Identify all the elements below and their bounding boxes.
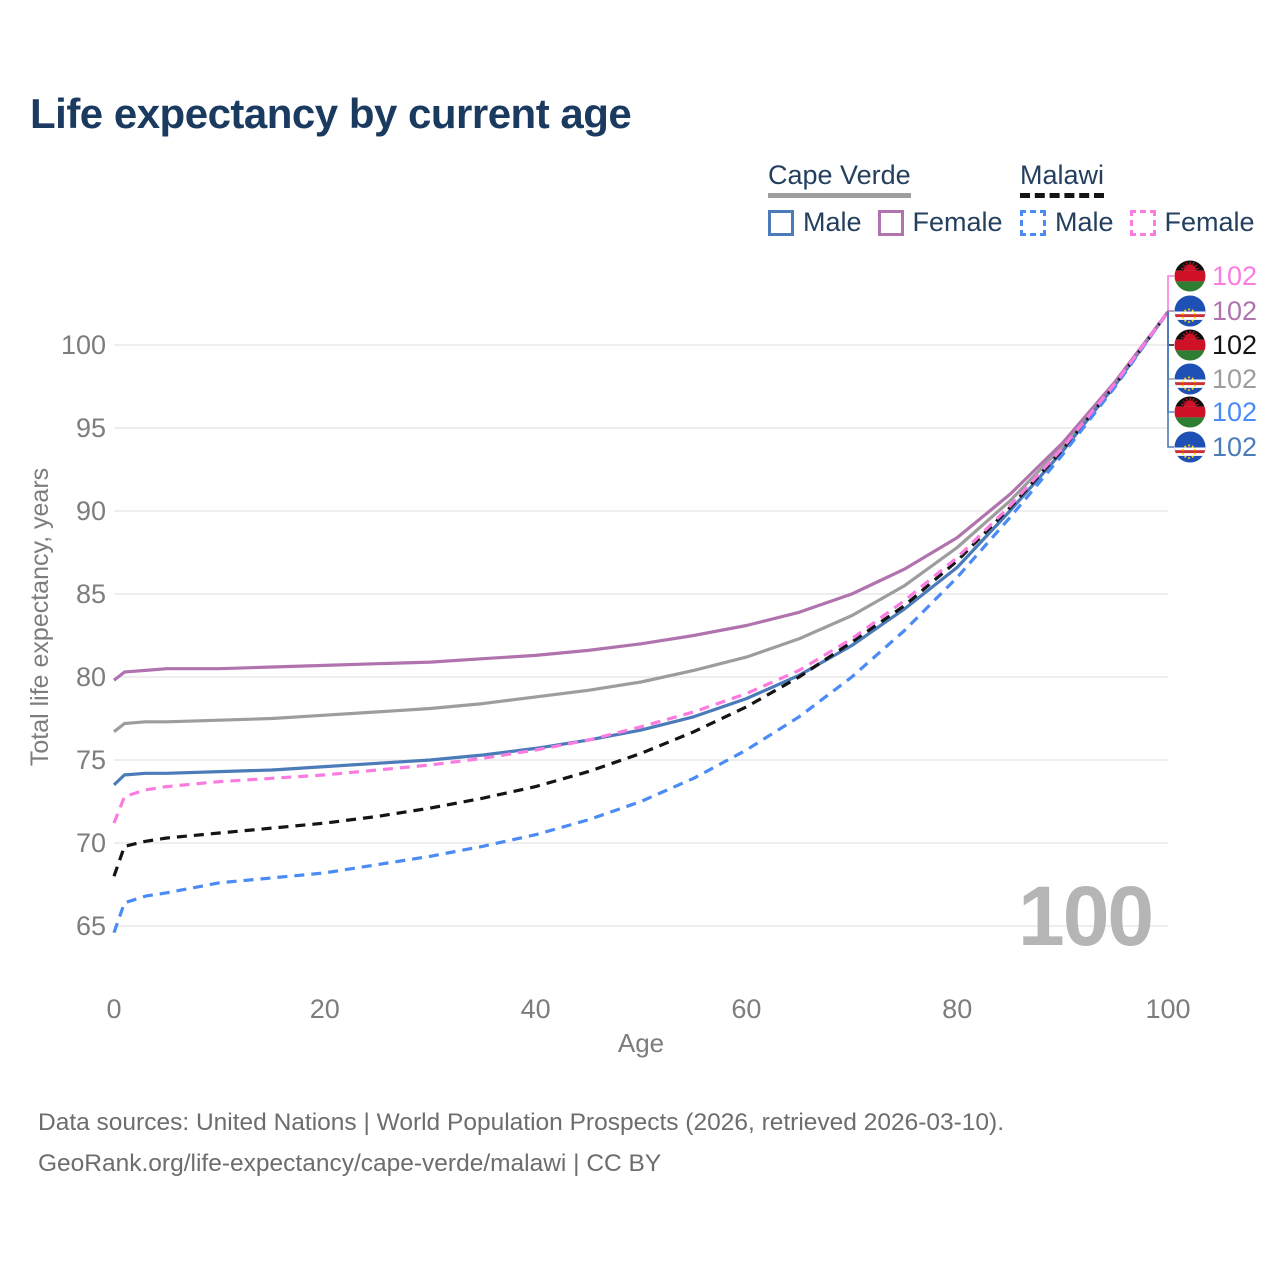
end-value-label-mw_total: 102 bbox=[1212, 330, 1257, 360]
x-tick-80: 80 bbox=[942, 994, 972, 1024]
cape-verde-male-swatch bbox=[768, 209, 794, 236]
x-tick-100: 100 bbox=[1145, 994, 1190, 1024]
y-tick-90: 90 bbox=[76, 496, 106, 526]
flag-icon-malawi-mw_female bbox=[1174, 260, 1206, 292]
end-value-label-cv_male: 102 bbox=[1212, 432, 1257, 462]
y-tick-95: 95 bbox=[76, 413, 106, 443]
end-value-label-cv_female: 102 bbox=[1212, 296, 1257, 326]
legend-item-cape-verde-male[interactable]: Male bbox=[768, 207, 862, 238]
legend-item-cape-verde-female[interactable]: Female bbox=[877, 207, 1003, 238]
page-title: Life expectancy by current age bbox=[30, 90, 632, 137]
y-tick-85: 85 bbox=[76, 579, 106, 609]
series-line-mw_female bbox=[112, 310, 1170, 824]
flag-icon-cape-verde-cv_total bbox=[1174, 363, 1206, 395]
legend-header-malawi[interactable]: Malawi bbox=[1020, 160, 1105, 198]
y-tick-80: 80 bbox=[76, 662, 106, 692]
series-line-mw_total bbox=[112, 310, 1170, 877]
legend-label-malawi-male: Male bbox=[1055, 207, 1114, 237]
legend-items-malawi: Male Female bbox=[1020, 207, 1255, 238]
end-label-connector-cv_female bbox=[1167, 310, 1174, 312]
y-tick-100: 100 bbox=[61, 330, 106, 360]
x-tick-60: 60 bbox=[731, 994, 761, 1024]
end-label-connector-cv_male bbox=[1167, 311, 1174, 448]
y-axis-title: Total life expectancy, years bbox=[26, 468, 54, 766]
legend-label-malawi-female: Female bbox=[1164, 207, 1255, 237]
flag-icon-malawi-mw_total bbox=[1174, 329, 1206, 361]
y-tick-70: 70 bbox=[76, 828, 106, 858]
end-label-connector-mw_total bbox=[1167, 311, 1174, 346]
end-value-label-mw_male: 102 bbox=[1212, 397, 1257, 427]
legend-label-cape-verde-male: Male bbox=[803, 207, 862, 237]
series-line-cv_female bbox=[113, 310, 1170, 682]
legend-group-malawi: Malawi Male Female bbox=[1020, 160, 1255, 238]
end-value-label-cv_total: 102 bbox=[1212, 364, 1257, 394]
legend-label-cape-verde-female: Female bbox=[912, 207, 1003, 237]
flag-icon-cape-verde-cv_male bbox=[1174, 431, 1206, 463]
current-age-watermark: 100 bbox=[1018, 869, 1154, 963]
y-tick-75: 75 bbox=[76, 745, 106, 775]
cape-verde-female-swatch bbox=[877, 209, 904, 236]
flag-icon-malawi-mw_male bbox=[1174, 396, 1206, 428]
legend-item-malawi-male[interactable]: Male bbox=[1020, 207, 1114, 238]
legend-item-malawi-female[interactable]: Female bbox=[1129, 207, 1255, 238]
footer-data-sources: Data sources: United Nations | World Pop… bbox=[38, 1109, 1005, 1136]
footer-attribution: GeoRank.org/life-expectancy/cape-verde/m… bbox=[38, 1150, 662, 1177]
series-line-cv_total bbox=[113, 310, 1170, 734]
series-line-mw_male bbox=[112, 310, 1170, 934]
y-tick-65: 65 bbox=[76, 911, 106, 941]
end-label-connector-mw_female bbox=[1167, 275, 1174, 312]
malawi-male-swatch bbox=[1020, 209, 1046, 236]
legend-items-cape-verde: Male Female bbox=[768, 207, 1003, 238]
x-tick-20: 20 bbox=[310, 994, 340, 1024]
x-tick-40: 40 bbox=[521, 994, 551, 1024]
flag-icon-cape-verde-cv_female bbox=[1174, 295, 1206, 327]
x-axis-title: Age bbox=[618, 1028, 664, 1058]
legend-header-cape-verde[interactable]: Cape Verde bbox=[768, 160, 911, 198]
series-line-cv_male bbox=[112, 310, 1170, 787]
footer: Data sources: United Nations | World Pop… bbox=[38, 1102, 1004, 1184]
x-tick-0: 0 bbox=[106, 994, 121, 1024]
end-value-label-mw_female: 102 bbox=[1212, 261, 1257, 291]
end-label-connector-mw_male bbox=[1167, 311, 1174, 413]
malawi-female-swatch bbox=[1129, 209, 1156, 236]
legend-group-cape-verde: Cape Verde Male Female bbox=[768, 160, 1003, 238]
